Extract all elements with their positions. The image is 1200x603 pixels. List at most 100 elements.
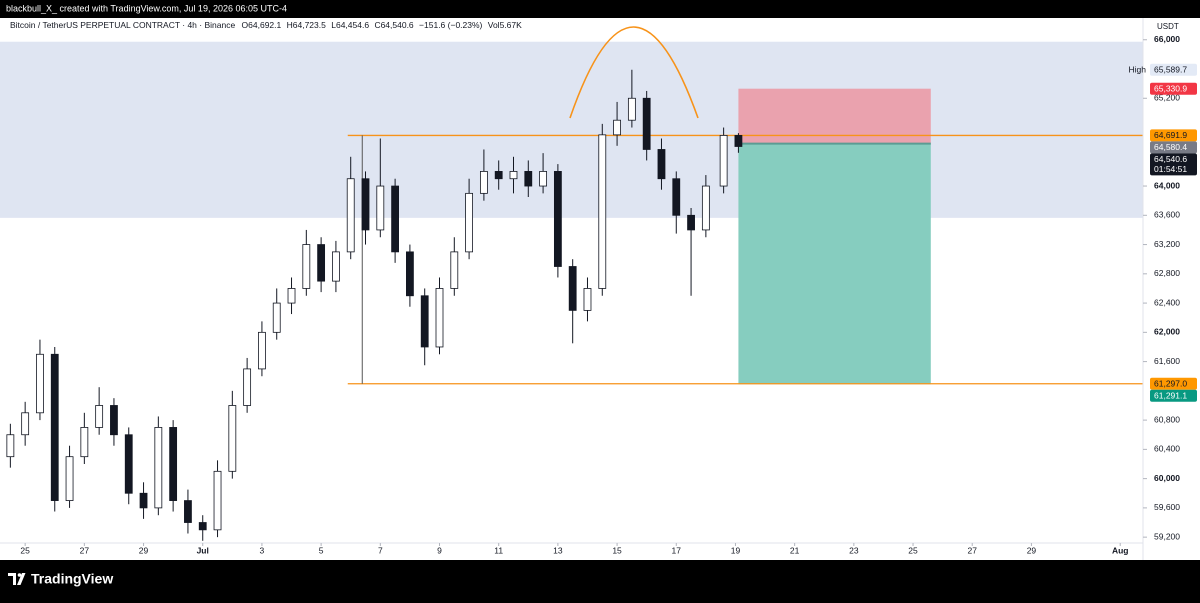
logo-mark [8,573,26,585]
candle-body [642,97,651,150]
price-label-text: 61,291.1 [1154,391,1187,401]
candle-body [524,171,533,187]
candle-body [50,353,59,501]
x-tick-label: 11 [494,545,503,555]
volume: Vol5.67K [488,20,522,30]
x-tick-label: 19 [731,545,741,555]
ohlc-low: L64,454.6 [331,20,369,30]
candle-body [154,427,163,509]
countdown: 01:54:51 [1154,164,1187,174]
y-tick-label: 59,200 [1154,531,1180,541]
x-tick-label: 27 [80,545,90,555]
candle-body [598,134,607,289]
candle-body [672,178,681,216]
candle-body [302,244,311,289]
logo-dot [17,573,22,577]
candle-body [701,185,710,231]
ohlc-open: O64,692.1 [242,20,282,30]
x-tick-label: 29 [1027,545,1037,555]
price-label [1150,389,1197,402]
x-tick-label: 29 [139,545,149,555]
candle-body [21,412,30,436]
price-label-caption: High [1129,65,1147,75]
candle-body [734,135,743,147]
plot [0,41,1143,541]
candle-body [65,456,74,501]
y-tick-label: 63,200 [1154,239,1180,249]
y-tick-label: 65,200 [1154,93,1180,103]
candle-body [687,214,695,231]
candle-body [139,492,148,509]
price-label [1150,141,1197,154]
y-tick-label: 59,600 [1154,502,1180,512]
y-tick-label: 61,600 [1154,356,1180,366]
arc-drawing [569,26,699,119]
price-label-text: 64,580.4 [1154,142,1187,152]
candle-body [509,171,518,180]
candle-body [110,405,118,436]
price-label [1150,377,1197,390]
x-tick-label: 5 [319,545,324,555]
caption: blackbull_X_ created with TradingView.co… [6,3,287,13]
ohlc-close: C64,540.6 [374,20,413,30]
x-tick-label: Jul [197,545,209,555]
candle-body [553,171,562,267]
x-tick-label: 23 [849,545,859,555]
candle-body [243,368,252,406]
candle-body [613,119,621,136]
x-tick-label: Aug [1112,545,1129,555]
candle-body [657,149,666,180]
candle-body [494,171,503,180]
change: −151.6 (−0.23%) [419,20,482,30]
candle-body [169,427,178,501]
y-tick-label: 62,800 [1154,268,1180,278]
y-tick-label: 60,400 [1154,444,1180,454]
x-tick-label: 13 [553,545,563,555]
x-tick-label: 25 [20,545,30,555]
y-tick-label: 60,000 [1154,473,1180,483]
price-label [1150,153,1197,176]
price-label-text: 65,589.7 [1154,65,1187,75]
x-tick-label: 27 [967,545,977,555]
x-tick-label: 25 [908,545,918,555]
candle-body [435,288,444,348]
candle-body [6,434,15,458]
candle-body [568,266,577,311]
logo: TradingView [8,571,113,587]
candle-body [479,171,488,194]
y-tick-label: 60,800 [1154,414,1180,424]
candle-body [406,251,414,297]
legend-line: Bitcoin / TetherUS PERPETUAL CONTRACT · … [10,20,522,30]
price-label [1150,63,1197,76]
candle-body [346,178,355,253]
x-tick-label: 17 [672,545,682,555]
x-tick-label: 9 [437,545,442,555]
y-tick-label: 64,000 [1154,180,1180,190]
axes: 66,000 65,200 64,000 63,600 63,200 62,800 62,4… [20,34,1197,555]
candle-body [719,135,728,187]
zone [0,41,1143,218]
candle-body [80,427,89,458]
currency: USDT [1157,22,1179,31]
candle-body [228,405,237,472]
candle-body [450,251,459,289]
symbol: Bitcoin / TetherUS PERPETUAL CONTRACT · … [10,20,235,30]
target-zone [738,143,931,385]
stop-zone [738,88,931,144]
candle-body [539,171,547,187]
brand: TradingView [31,571,113,587]
price-label-text: 64,691.9 [1154,130,1187,140]
price-label-text: 65,330.9 [1154,83,1187,93]
candle-body [627,97,636,121]
y-tick-label: 62,000 [1154,327,1180,337]
candle-body [465,192,473,253]
candle-body [332,251,340,282]
price-label [1150,82,1197,95]
candle-body [272,302,281,333]
price-label-text: 64,540.6 [1154,154,1187,164]
candle-body [317,244,326,282]
x-tick-label: 15 [612,545,622,555]
y-tick-label: 63,600 [1154,210,1180,220]
candle-body [376,185,385,231]
